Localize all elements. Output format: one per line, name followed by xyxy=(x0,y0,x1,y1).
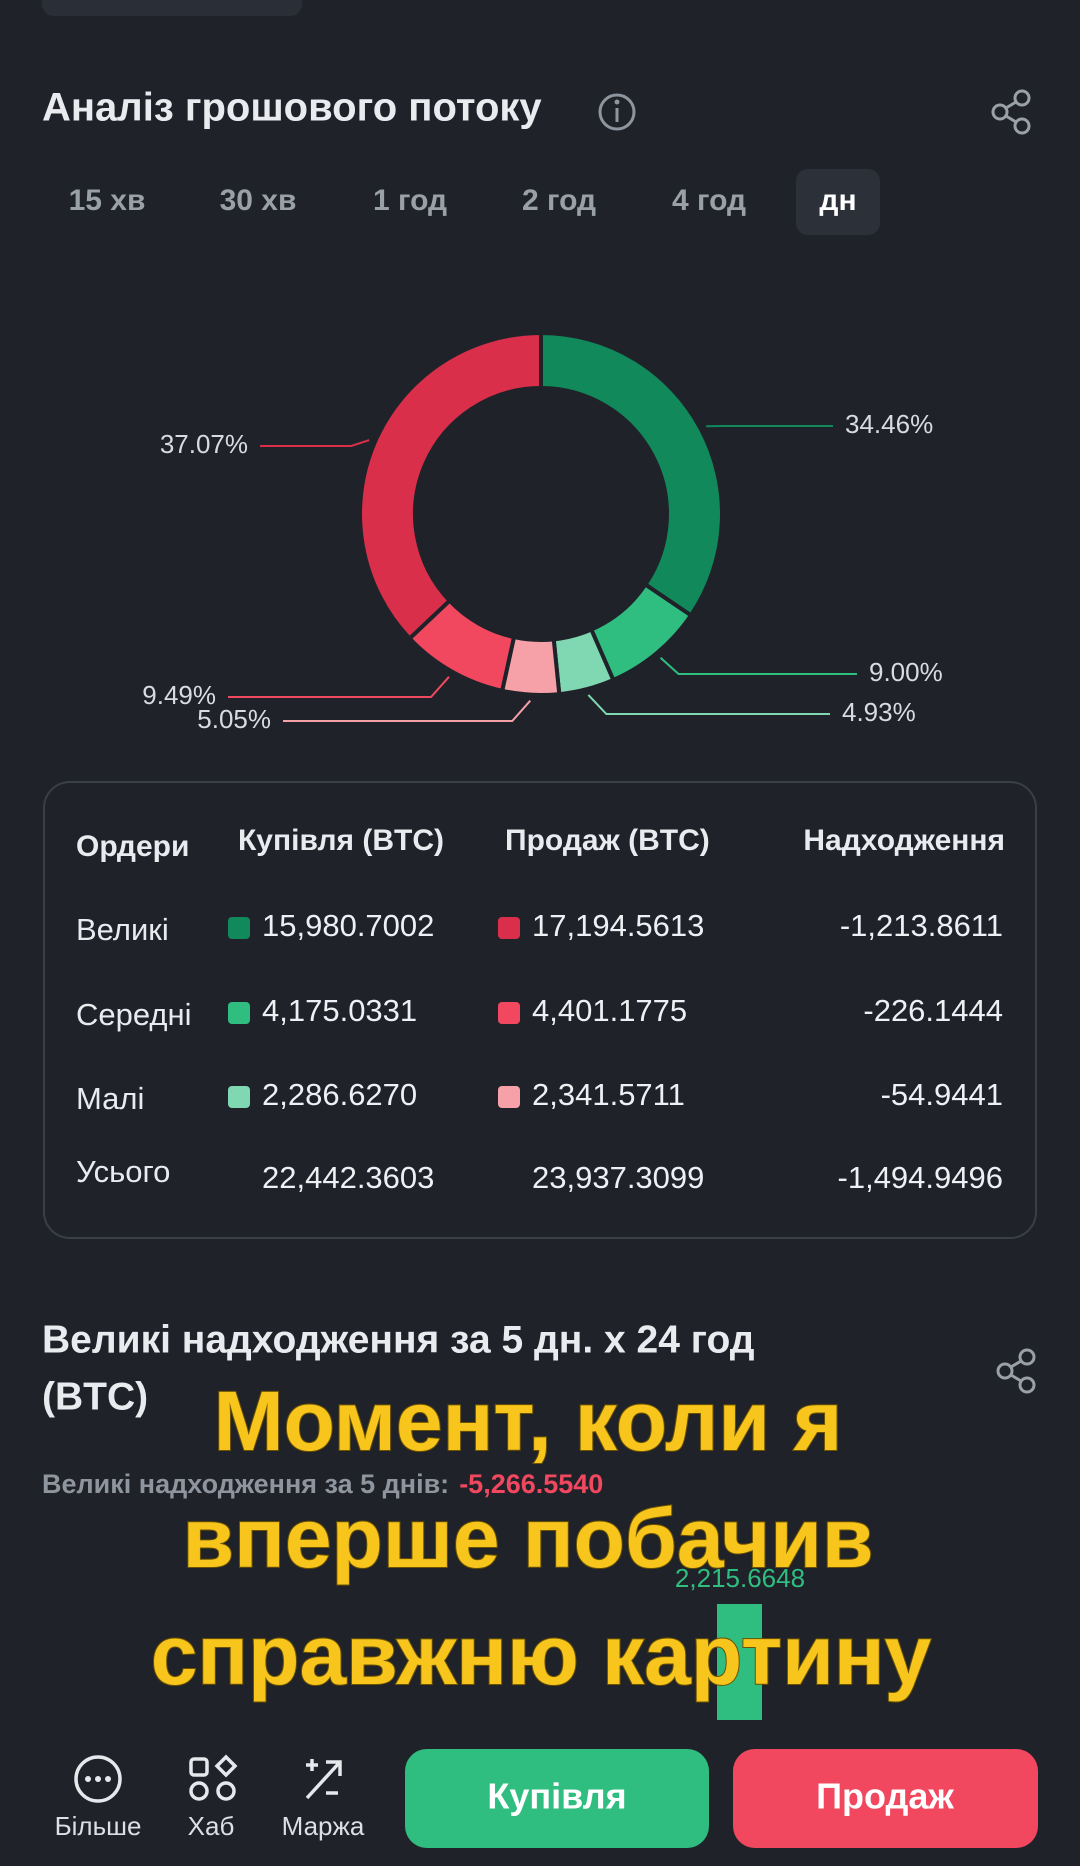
tab-label: 15 хв xyxy=(69,184,146,217)
timeframe-tabs: 15 хв 30 хв 1 год 2 год 4 год дн xyxy=(69,169,880,235)
nav-margin[interactable]: Маржа xyxy=(282,1759,365,1841)
donut-slice xyxy=(539,330,724,619)
net-value: -226.1444 xyxy=(863,993,1003,1028)
leader-line xyxy=(283,700,532,722)
leader-line xyxy=(228,676,450,698)
tab[interactable]: 30 хв xyxy=(220,184,297,217)
tab-label: 1 год xyxy=(373,184,447,217)
slice-label: 9.49% xyxy=(142,680,216,710)
sell-value: 17,194.5613 xyxy=(532,908,704,943)
row-label: Середні xyxy=(76,997,192,1032)
tab[interactable]: 4 год xyxy=(672,184,746,217)
leader-line xyxy=(587,694,830,715)
table-header: Купівля (BTC) xyxy=(238,824,444,857)
section2-title: Великі надходження за 5 дн. х 24 год xyxy=(42,1318,755,1361)
sell-value: 23,937.3099 xyxy=(532,1160,704,1195)
buy-value: 22,442.3603 xyxy=(262,1160,434,1195)
sell-value: 2,341.5711 xyxy=(532,1077,685,1112)
section-title: Аналіз грошового потоку xyxy=(42,86,542,130)
slice-label: 5.05% xyxy=(197,704,271,734)
table-header: Ордери xyxy=(76,830,189,863)
tab-label: 4 год xyxy=(672,184,746,217)
leader-line xyxy=(260,439,370,447)
caption: Момент, коли я xyxy=(214,1374,843,1468)
donut-slice xyxy=(358,330,543,642)
buy-value: 15,980.7002 xyxy=(262,908,434,943)
bar-label: 2,215.6648 xyxy=(675,1563,805,1593)
tab[interactable]: дн xyxy=(796,169,880,235)
summary-label: Великі надходження за 5 днів: xyxy=(42,1469,449,1499)
table-header: Надходження xyxy=(803,824,1005,857)
slice-label: 34.46% xyxy=(845,409,933,439)
info-icon[interactable] xyxy=(598,93,636,131)
slice-label: 9.00% xyxy=(869,657,943,687)
nav-label: Більше xyxy=(55,1811,142,1841)
slice-label: 37.07% xyxy=(160,429,248,459)
leader-line xyxy=(659,657,857,675)
caption: справжню картину xyxy=(151,1608,932,1702)
legend-square xyxy=(228,1086,250,1108)
row-label: Усього xyxy=(76,1154,170,1189)
nav-label: Хаб xyxy=(188,1811,235,1841)
tab-highlight xyxy=(796,169,880,235)
tab[interactable]: 1 год xyxy=(373,184,447,217)
button-label: Продаж xyxy=(816,1776,954,1817)
flow-table: Ордери Купівля (BTC) Продаж (BTC) Надходжен… xyxy=(76,824,1005,1195)
tab-label: дн xyxy=(819,184,856,217)
buy-button[interactable]: Купівля xyxy=(405,1749,709,1848)
row-label: Великі xyxy=(76,912,169,947)
sell-button[interactable]: Продаж xyxy=(733,1749,1038,1848)
nav-label: Маржа xyxy=(282,1811,365,1841)
tab-label: 2 год xyxy=(522,184,596,217)
row-label: Малі xyxy=(76,1081,144,1116)
tab[interactable]: 15 хв xyxy=(69,184,146,217)
caption: вперше побачив xyxy=(182,1491,873,1585)
section2-title: (BTC) xyxy=(42,1375,148,1418)
sell-value: 4,401.1775 xyxy=(532,993,687,1028)
net-value: -1,213.8611 xyxy=(840,908,1003,943)
donut-chart: 34.46% 9.00% 4.93% 5.05%9.49% 37.07% xyxy=(142,330,943,734)
flow-bar xyxy=(717,1604,762,1720)
tab[interactable]: 2 год xyxy=(522,184,596,217)
buy-value: 4,175.0331 xyxy=(262,993,417,1028)
tab-label: 30 хв xyxy=(220,184,297,217)
share-icon[interactable] xyxy=(991,89,1031,135)
buy-value: 2,286.6270 xyxy=(262,1077,417,1112)
legend-square xyxy=(228,917,250,939)
table-header: Продаж (BTC) xyxy=(505,824,710,857)
net-value: -54.9441 xyxy=(881,1077,1003,1112)
summary-value: -5,266.5540 xyxy=(459,1469,603,1499)
legend-square xyxy=(498,917,520,939)
legend-square xyxy=(498,1002,520,1024)
table-frame xyxy=(43,781,1037,1239)
button-label: Купівля xyxy=(487,1776,626,1817)
net-value: -1,494.9496 xyxy=(838,1160,1003,1195)
slice-label: 4.93% xyxy=(842,697,916,727)
nav-more[interactable]: Більше xyxy=(55,1755,142,1841)
nav-hub[interactable]: Хаб xyxy=(188,1754,238,1841)
share-icon[interactable] xyxy=(996,1348,1036,1394)
top-chip[interactable] xyxy=(42,0,302,16)
legend-square xyxy=(498,1086,520,1108)
legend-square xyxy=(228,1002,250,1024)
